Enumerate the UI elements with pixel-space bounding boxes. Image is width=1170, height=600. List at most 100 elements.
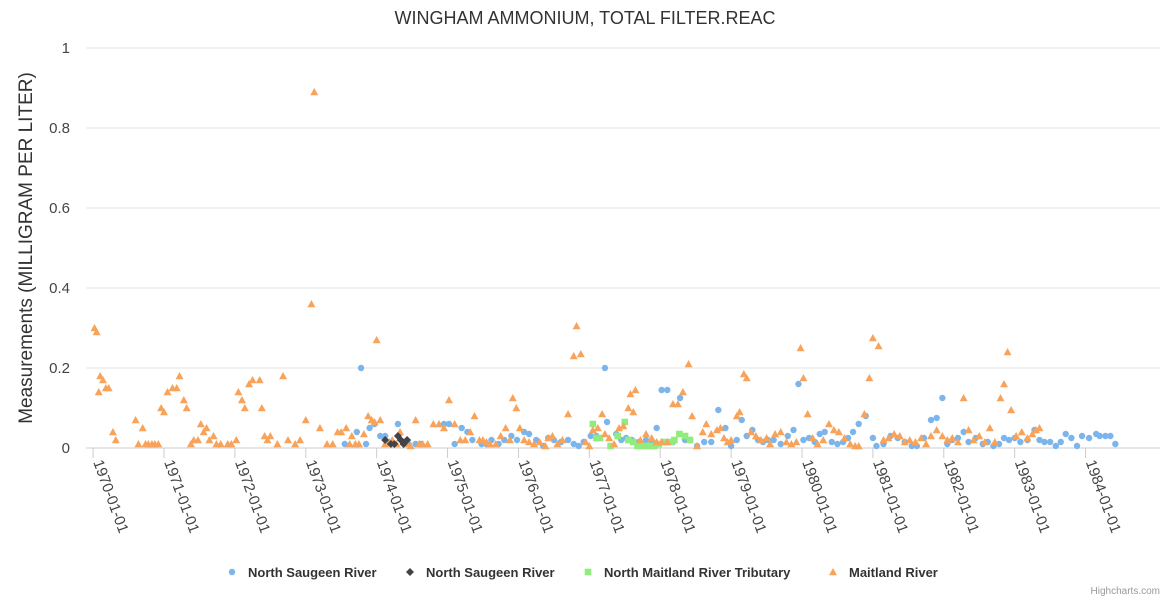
data-point-circle bbox=[873, 442, 880, 450]
data-point-triangle bbox=[720, 434, 729, 442]
x-tick-label: 1984-01-01 bbox=[1082, 458, 1124, 536]
x-axis-ticks: 1970-01-01 1971-01-01 1972-01-01 1973-01-01… bbox=[89, 448, 1124, 535]
data-point-circle bbox=[821, 428, 828, 436]
x-tick-label: 1979-01-01 bbox=[727, 458, 769, 536]
data-point-triangle bbox=[985, 424, 994, 432]
data-point-circle bbox=[965, 438, 972, 446]
data-point-circle bbox=[469, 436, 476, 444]
data-point-circle bbox=[357, 364, 365, 372]
data-point-circle bbox=[664, 386, 671, 394]
data-point-triangle bbox=[196, 420, 205, 428]
data-point-circle bbox=[653, 424, 660, 432]
data-point-triangle bbox=[739, 370, 748, 378]
data-point-triangle bbox=[257, 404, 266, 412]
data-point-triangle bbox=[1023, 434, 1032, 442]
plot-area bbox=[90, 88, 1119, 450]
data-point-triangle bbox=[530, 440, 539, 448]
legend-item[interactable]: North Maitland River Tributary bbox=[584, 565, 791, 580]
data-point-triangle bbox=[301, 416, 310, 424]
data-point-triangle bbox=[496, 432, 505, 440]
data-point-triangle bbox=[175, 372, 184, 380]
data-point-triangle bbox=[342, 424, 351, 432]
data-point-triangle bbox=[99, 376, 108, 384]
data-point-triangle bbox=[938, 432, 947, 440]
data-point-square bbox=[638, 442, 646, 450]
data-point-triangle bbox=[138, 424, 147, 432]
data-point-triangle bbox=[626, 390, 635, 398]
data-point-triangle bbox=[854, 442, 863, 450]
data-point-circle bbox=[960, 428, 967, 436]
data-point-triangle bbox=[202, 424, 211, 432]
data-point-triangle bbox=[245, 380, 254, 388]
data-point-circle bbox=[700, 438, 708, 446]
data-point-triangle bbox=[629, 408, 638, 416]
data-point-triangle bbox=[470, 412, 479, 420]
data-point-triangle bbox=[588, 426, 597, 434]
data-point-triangle bbox=[735, 408, 744, 416]
legend-item[interactable]: North Saugeen River bbox=[228, 565, 377, 580]
data-point-square bbox=[625, 436, 632, 444]
data-point-square bbox=[651, 442, 658, 450]
data-point-diamond bbox=[403, 436, 412, 444]
data-point-square bbox=[642, 442, 650, 450]
data-point-triangle bbox=[515, 424, 524, 432]
series-1-diamond bbox=[381, 432, 412, 448]
data-point-circle bbox=[1036, 436, 1043, 444]
data-point-triangle bbox=[284, 436, 293, 444]
data-point-triangle bbox=[569, 352, 578, 360]
legend-marker-diamond bbox=[406, 568, 414, 576]
data-point-triangle bbox=[96, 372, 105, 380]
data-point-circle bbox=[1102, 432, 1109, 440]
data-point-circle bbox=[800, 436, 807, 444]
data-point-triangle bbox=[792, 438, 801, 446]
data-point-square bbox=[676, 430, 683, 438]
data-point-triangle bbox=[746, 428, 755, 436]
data-point-triangle bbox=[631, 386, 640, 394]
legend-marker-square bbox=[584, 568, 592, 576]
data-point-triangle bbox=[209, 432, 218, 440]
data-point-triangle bbox=[581, 438, 590, 446]
legend-label: Maitland River bbox=[849, 565, 938, 580]
data-point-triangle bbox=[636, 436, 645, 444]
y-tick-label: 0.8 bbox=[49, 120, 70, 137]
data-point-circle bbox=[587, 432, 594, 440]
data-point-square bbox=[614, 432, 621, 440]
data-point-triangle bbox=[182, 404, 191, 412]
series-3-triangle bbox=[90, 88, 1044, 450]
data-point-circle bbox=[733, 436, 740, 444]
data-point-triangle bbox=[996, 394, 1005, 402]
legend-marker-triangle bbox=[829, 568, 837, 576]
data-point-square bbox=[681, 432, 689, 440]
data-point-triangle bbox=[884, 434, 893, 442]
data-point-circle bbox=[658, 386, 665, 394]
y-axis-title: Measurements (MILLIGRAM PER LITER) bbox=[16, 72, 37, 424]
legend-label: North Saugeen River bbox=[426, 565, 555, 580]
data-point-triangle bbox=[179, 396, 188, 404]
data-point-triangle bbox=[990, 438, 999, 446]
y-tick-label: 0.2 bbox=[49, 360, 70, 377]
data-point-triangle bbox=[157, 404, 166, 412]
data-point-triangle bbox=[874, 342, 883, 350]
data-point-circle bbox=[513, 436, 521, 444]
data-point-triangle bbox=[727, 436, 736, 444]
data-point-triangle bbox=[512, 404, 521, 412]
data-point-triangle bbox=[194, 436, 203, 444]
data-point-triangle bbox=[840, 434, 849, 442]
data-point-triangle bbox=[865, 374, 874, 382]
data-point-circle bbox=[394, 420, 402, 428]
data-point-triangle bbox=[423, 440, 432, 448]
y-tick-label: 0.4 bbox=[49, 280, 70, 297]
data-point-circle bbox=[795, 380, 802, 388]
x-tick-label: 1977-01-01 bbox=[586, 458, 628, 536]
data-point-circle bbox=[933, 414, 940, 422]
data-point-triangle bbox=[766, 440, 775, 448]
data-point-triangle bbox=[756, 436, 765, 444]
credits-link[interactable]: Highcharts.com bbox=[1091, 586, 1160, 597]
data-point-triangle bbox=[1031, 426, 1040, 434]
data-point-triangle bbox=[440, 424, 448, 432]
data-point-circle bbox=[708, 438, 715, 446]
legend-item[interactable]: North Saugeen River bbox=[406, 565, 555, 580]
legend-item[interactable]: Maitland River bbox=[829, 565, 938, 580]
data-point-triangle bbox=[266, 432, 275, 440]
data-point-square bbox=[646, 442, 654, 450]
